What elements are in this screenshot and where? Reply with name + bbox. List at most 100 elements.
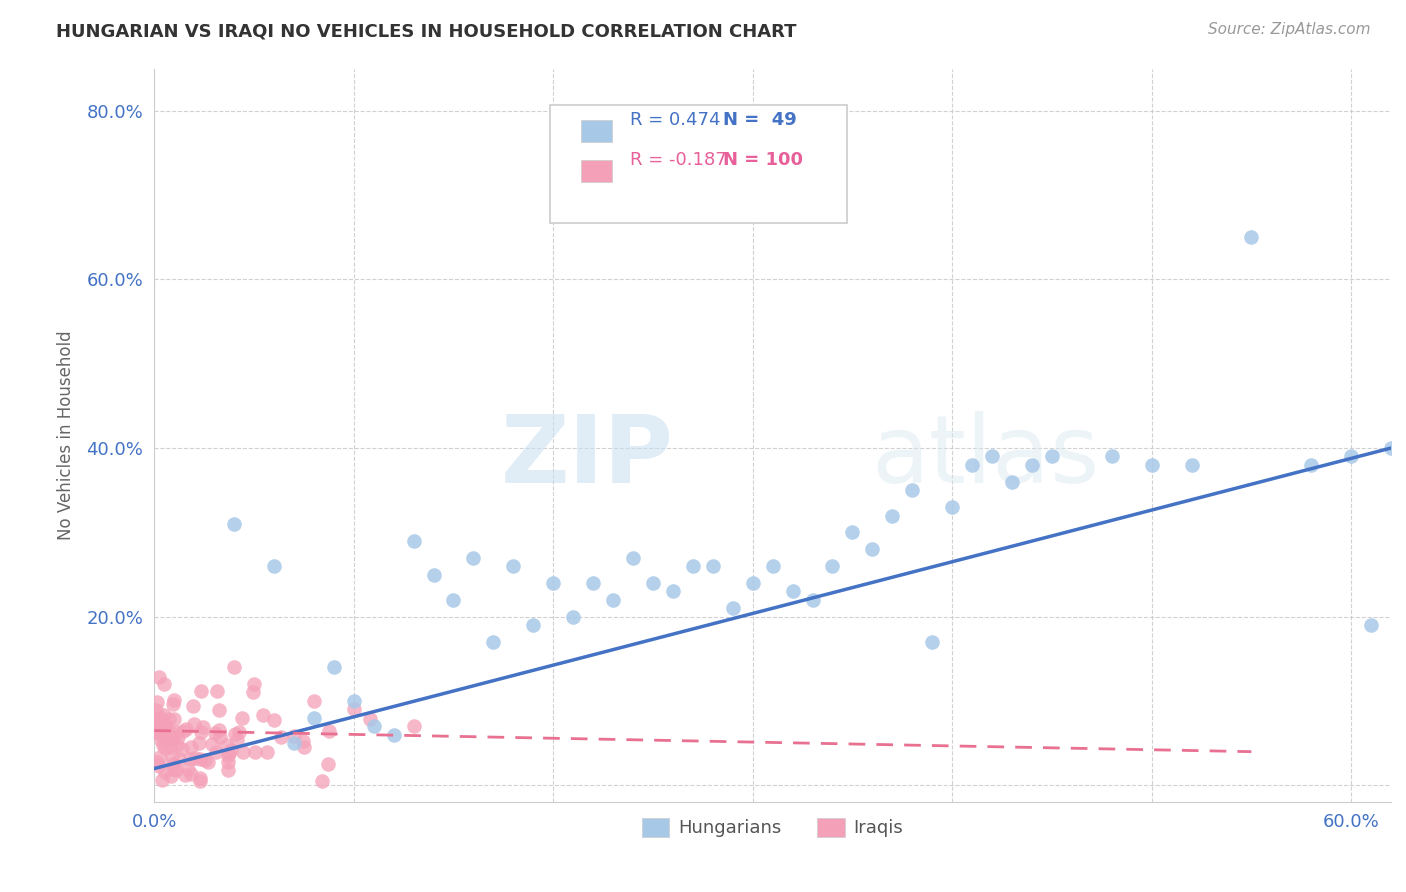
Point (522, 618, 544, 632)
Point (145, 719, 167, 733)
Point (1180, 458, 1202, 472)
Point (860, 542, 883, 557)
Point (302, 694, 325, 708)
Point (960, 458, 983, 472)
Point (159, 740, 181, 755)
Point (502, 559, 524, 574)
Point (146, 725, 169, 739)
Point (163, 762, 186, 776)
Point (149, 750, 172, 764)
Point (1021, 458, 1043, 472)
Point (562, 609, 585, 624)
Point (197, 755, 219, 769)
Point (343, 694, 366, 708)
Point (179, 752, 201, 766)
Point (921, 635, 943, 649)
Point (219, 742, 242, 756)
Point (190, 684, 212, 698)
Point (402, 533, 425, 548)
Point (188, 752, 211, 766)
Point (180, 767, 202, 781)
Point (152, 738, 174, 752)
Legend: Hungarians, Iraqis: Hungarians, Iraqis (634, 811, 911, 845)
Point (160, 731, 183, 746)
Point (318, 723, 340, 738)
Text: R = -0.187: R = -0.187 (630, 152, 727, 169)
Point (153, 676, 176, 690)
Point (721, 601, 744, 615)
Point (194, 753, 217, 767)
FancyBboxPatch shape (550, 105, 846, 223)
Point (621, 550, 644, 565)
Point (482, 635, 505, 649)
Point (165, 763, 187, 777)
Point (1379, 441, 1402, 455)
Point (188, 771, 211, 785)
Point (173, 768, 195, 782)
Point (242, 685, 264, 699)
Point (153, 730, 176, 744)
Point (443, 592, 465, 607)
Text: Source: ZipAtlas.com: Source: ZipAtlas.com (1208, 22, 1371, 37)
Point (155, 740, 177, 755)
Point (318, 757, 340, 772)
Point (263, 559, 285, 574)
Point (155, 765, 177, 780)
Point (801, 592, 824, 607)
Point (882, 508, 904, 523)
Point (217, 764, 239, 778)
Point (180, 740, 202, 755)
Point (145, 703, 167, 717)
Point (422, 567, 444, 582)
Point (188, 774, 211, 789)
FancyBboxPatch shape (581, 120, 612, 142)
Point (152, 728, 174, 742)
Point (174, 722, 197, 736)
Point (359, 712, 381, 726)
Point (702, 559, 724, 574)
Point (146, 715, 169, 730)
Text: ZIP: ZIP (501, 411, 673, 503)
Point (1360, 618, 1382, 632)
Point (159, 726, 181, 740)
Text: N =  49: N = 49 (723, 111, 797, 128)
Point (160, 769, 183, 783)
Point (222, 516, 245, 531)
Point (153, 720, 176, 734)
Point (145, 756, 167, 770)
Point (1340, 450, 1362, 464)
Point (149, 711, 172, 725)
Point (941, 500, 963, 514)
Point (901, 483, 924, 498)
Point (217, 749, 239, 764)
Point (162, 731, 184, 745)
FancyBboxPatch shape (581, 161, 612, 182)
Point (163, 693, 186, 707)
Point (232, 746, 254, 760)
Point (214, 738, 236, 752)
Point (243, 677, 266, 691)
Text: atlas: atlas (872, 411, 1099, 503)
Point (166, 730, 188, 744)
Point (208, 723, 231, 738)
Point (224, 727, 246, 741)
Point (217, 755, 239, 769)
Point (1040, 450, 1063, 464)
Point (981, 450, 1004, 464)
Point (162, 697, 184, 711)
Point (322, 660, 344, 674)
Point (166, 738, 188, 752)
Text: N = 100: N = 100 (723, 152, 803, 169)
Point (148, 670, 170, 684)
Y-axis label: No Vehicles in Household: No Vehicles in Household (58, 331, 75, 541)
Text: R = 0.474: R = 0.474 (630, 111, 721, 128)
Point (402, 719, 425, 733)
Point (167, 752, 190, 766)
Point (181, 698, 204, 713)
Point (204, 745, 226, 759)
Point (157, 712, 180, 726)
Point (291, 734, 314, 748)
Point (190, 724, 212, 739)
Point (1001, 475, 1024, 489)
Point (153, 707, 176, 722)
